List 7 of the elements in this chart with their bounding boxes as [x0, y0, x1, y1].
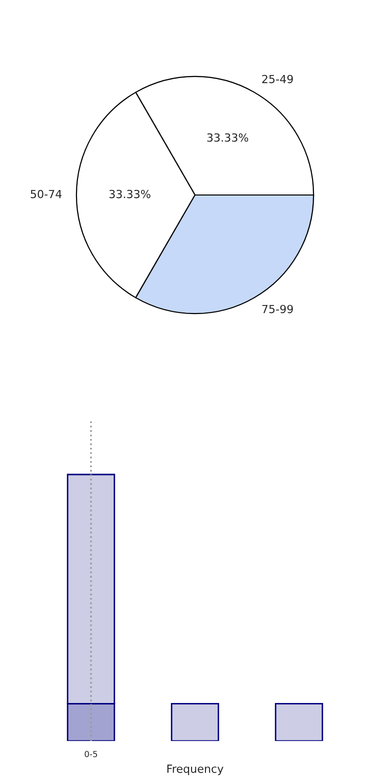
slice-label: 50-74: [30, 190, 62, 198]
data-label: 33.33%: [207, 133, 248, 142]
x-tick-label: 0-5: [84, 750, 98, 758]
x-axis-title: Frequency: [167, 764, 224, 776]
slice-label: 75-99: [262, 304, 293, 314]
slice-label: 25-49: [262, 74, 293, 84]
data-label: 33.33%: [109, 190, 150, 198]
